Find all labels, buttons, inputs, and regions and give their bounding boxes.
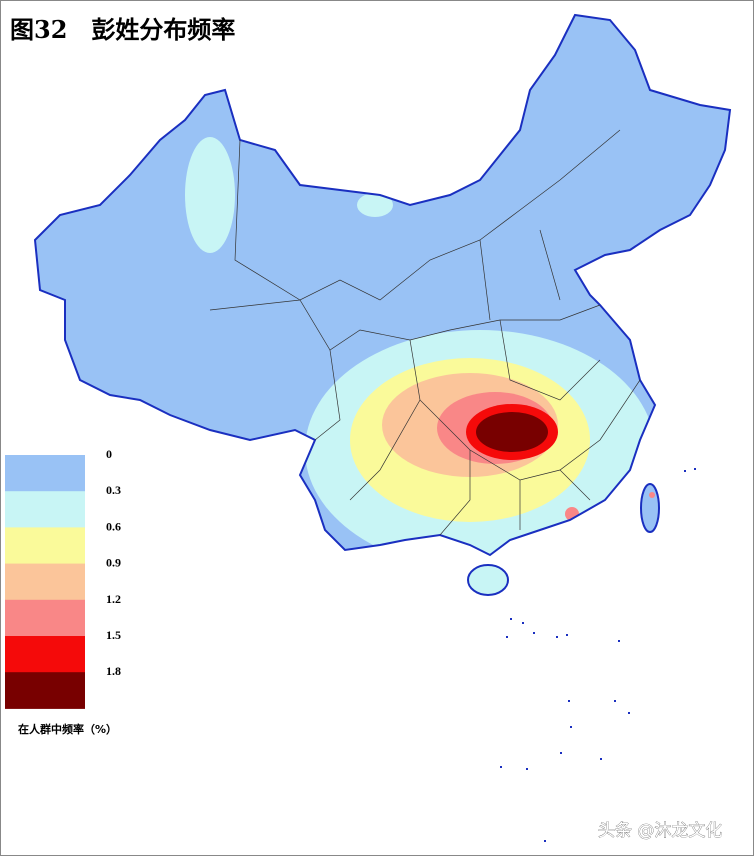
island bbox=[628, 712, 630, 714]
map-title: 图32 彭姓分布频率 bbox=[10, 15, 235, 44]
island bbox=[649, 492, 655, 498]
zone bbox=[185, 137, 235, 253]
watermark: 头条 @沐龙文化 bbox=[598, 821, 722, 841]
island bbox=[526, 768, 528, 770]
legend-caption: 在人群中频率（%） bbox=[18, 722, 117, 736]
island bbox=[533, 632, 535, 634]
island bbox=[506, 636, 508, 638]
island bbox=[500, 766, 502, 768]
legend-swatch bbox=[5, 599, 85, 637]
island bbox=[510, 618, 512, 620]
legend-swatch bbox=[5, 636, 85, 673]
legend-label: 0.9 bbox=[106, 556, 121, 570]
island bbox=[522, 622, 524, 624]
legend-swatch bbox=[5, 527, 85, 565]
hainan bbox=[467, 564, 509, 596]
island bbox=[544, 840, 546, 842]
zone bbox=[357, 193, 393, 217]
legend-swatch bbox=[5, 491, 85, 528]
legend-swatch bbox=[5, 563, 85, 601]
islands bbox=[467, 468, 696, 842]
island bbox=[618, 640, 620, 642]
island bbox=[600, 758, 602, 760]
legend-swatch bbox=[5, 455, 85, 492]
legend-label: 0.3 bbox=[106, 483, 121, 497]
island bbox=[568, 700, 570, 702]
legend-label: 1.8 bbox=[106, 664, 121, 678]
legend: 0 0.3 0.6 0.9 1.2 1.5 1.8 bbox=[5, 447, 121, 709]
zone bbox=[476, 412, 548, 452]
province-borders bbox=[209, 129, 641, 536]
island bbox=[614, 700, 616, 702]
island bbox=[694, 468, 696, 470]
legend-label: 0 bbox=[106, 447, 112, 461]
legend-label: 1.5 bbox=[106, 628, 121, 642]
island bbox=[566, 634, 568, 636]
island bbox=[556, 636, 558, 638]
island bbox=[560, 752, 562, 754]
taiwan bbox=[640, 483, 660, 533]
legend-label: 0.6 bbox=[106, 519, 121, 533]
island bbox=[684, 470, 686, 472]
legend-swatch bbox=[5, 672, 85, 709]
island bbox=[570, 726, 572, 728]
legend-label: 1.2 bbox=[106, 592, 121, 606]
